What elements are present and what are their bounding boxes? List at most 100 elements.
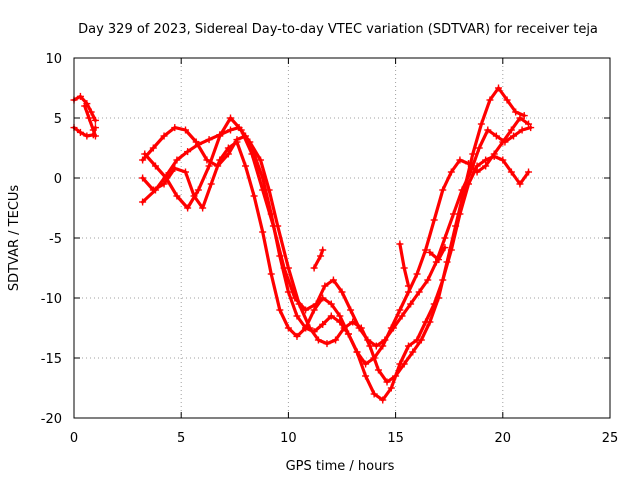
data-point bbox=[216, 132, 224, 140]
x-axis-label: GPS time / hours bbox=[286, 459, 395, 474]
data-point bbox=[227, 126, 235, 134]
x-tick-label: 5 bbox=[177, 431, 185, 446]
data-point bbox=[173, 192, 181, 200]
data-point bbox=[237, 126, 245, 134]
x-tick-label: 10 bbox=[280, 431, 297, 446]
data-point bbox=[449, 210, 457, 218]
data-point bbox=[310, 306, 318, 314]
data-point bbox=[366, 342, 374, 350]
data-point bbox=[477, 120, 485, 128]
data-point bbox=[302, 306, 310, 314]
data-point bbox=[139, 174, 147, 182]
data-point bbox=[250, 192, 258, 200]
data-point bbox=[83, 132, 91, 140]
data-point bbox=[280, 264, 288, 272]
data-point bbox=[312, 300, 320, 308]
data-point bbox=[486, 96, 494, 104]
data-point bbox=[495, 84, 503, 92]
data-point bbox=[284, 324, 292, 332]
data-point bbox=[91, 132, 99, 140]
data-point bbox=[141, 150, 149, 158]
data-point bbox=[323, 340, 331, 348]
data-point bbox=[81, 102, 89, 110]
data-point bbox=[396, 240, 404, 248]
data-point bbox=[525, 168, 533, 176]
data-point bbox=[426, 248, 434, 256]
data-point bbox=[310, 328, 318, 336]
data-point bbox=[439, 276, 447, 284]
data-point bbox=[267, 270, 275, 278]
y-tick-label: 10 bbox=[45, 52, 62, 67]
y-tick-label: 0 bbox=[54, 172, 62, 187]
data-point bbox=[467, 168, 475, 176]
series-layer bbox=[70, 84, 535, 404]
series-line-s4 bbox=[141, 86, 526, 384]
data-point bbox=[362, 360, 370, 368]
data-point bbox=[430, 216, 438, 224]
data-point bbox=[370, 354, 378, 362]
data-point bbox=[344, 330, 352, 338]
data-point bbox=[319, 320, 327, 328]
data-point bbox=[518, 126, 526, 134]
data-point bbox=[347, 306, 355, 314]
data-point bbox=[492, 132, 500, 140]
tick-layer: 0 5 10 15 20 25 -20 -15 -10 -5 0 5 10 bbox=[41, 52, 619, 446]
data-point bbox=[469, 150, 477, 158]
y-tick-label: -20 bbox=[41, 412, 62, 427]
data-point bbox=[482, 162, 490, 170]
y-tick-label: -5 bbox=[49, 232, 62, 247]
data-point bbox=[527, 124, 535, 132]
data-point bbox=[207, 180, 215, 188]
data-point bbox=[291, 294, 299, 302]
data-point bbox=[329, 276, 337, 284]
data-point bbox=[490, 150, 498, 158]
data-point bbox=[327, 312, 335, 320]
data-point bbox=[439, 186, 447, 194]
data-point bbox=[379, 342, 387, 350]
data-point bbox=[507, 126, 515, 134]
data-point bbox=[407, 300, 415, 308]
data-point bbox=[409, 348, 417, 356]
series-line-s10 bbox=[312, 248, 325, 270]
data-point bbox=[398, 312, 406, 320]
x-tick-label: 20 bbox=[495, 431, 512, 446]
data-point bbox=[233, 138, 241, 146]
data-point bbox=[216, 156, 224, 164]
data-point bbox=[404, 342, 412, 350]
data-point bbox=[310, 264, 318, 272]
data-point bbox=[364, 336, 372, 344]
data-point bbox=[404, 282, 412, 290]
data-point bbox=[456, 156, 464, 164]
data-point bbox=[422, 246, 430, 254]
data-point bbox=[396, 360, 404, 368]
data-point bbox=[149, 144, 157, 152]
data-point bbox=[205, 136, 213, 144]
data-point bbox=[512, 108, 520, 116]
data-point bbox=[422, 318, 430, 326]
data-point bbox=[379, 396, 387, 404]
y-axis-label: SDTVAR / TECUs bbox=[7, 185, 22, 292]
data-point bbox=[224, 144, 232, 152]
data-point bbox=[259, 228, 267, 236]
data-point bbox=[336, 312, 344, 320]
x-tick-label: 25 bbox=[602, 431, 619, 446]
data-point bbox=[160, 132, 168, 140]
data-point bbox=[242, 162, 250, 170]
y-tick-label: -15 bbox=[41, 352, 62, 367]
data-point bbox=[89, 126, 97, 134]
data-point bbox=[434, 256, 442, 264]
data-point bbox=[194, 186, 202, 194]
data-point bbox=[184, 204, 192, 212]
data-point bbox=[302, 324, 310, 332]
data-point bbox=[458, 186, 466, 194]
data-point bbox=[424, 276, 432, 284]
data-point bbox=[501, 138, 509, 146]
data-point bbox=[181, 168, 189, 176]
data-point bbox=[332, 336, 340, 344]
data-point bbox=[160, 180, 168, 188]
data-point bbox=[319, 246, 327, 254]
data-point bbox=[227, 114, 235, 122]
data-point bbox=[510, 132, 518, 140]
data-point bbox=[516, 114, 524, 122]
data-point bbox=[199, 204, 207, 212]
